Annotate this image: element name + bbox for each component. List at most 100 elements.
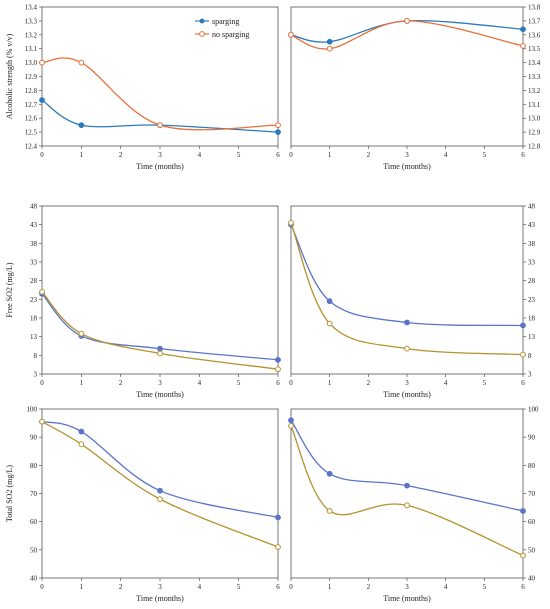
x-tick-label: 0 xyxy=(40,379,44,387)
data-point-no-sparging xyxy=(404,18,410,24)
series-line-sparging xyxy=(41,421,279,519)
y-tick-label: 12.9 xyxy=(25,73,38,81)
data-point-no-sparging xyxy=(326,45,333,52)
chart-panel-total-so2-right: 0 1 2 3 4 5 640 50 60 70 80 90 100 Time (months) xyxy=(288,406,539,603)
x-tick-label: 2 xyxy=(367,583,371,591)
y-tick-label: 13.1 xyxy=(528,101,541,109)
x-tick-label: 4 xyxy=(198,583,202,591)
y-tick-label: 12.8 xyxy=(528,143,541,151)
x-tick-label: 5 xyxy=(483,379,487,387)
legend-marker-sparging xyxy=(199,18,205,24)
y-tick-label: 13.1 xyxy=(25,45,38,53)
series-line-no-sparging xyxy=(41,291,279,370)
y-tick-label: 12.4 xyxy=(25,143,38,151)
y-tick-label: 13.3 xyxy=(25,17,38,25)
data-point-no-sparging xyxy=(404,345,410,352)
data-point-sparging xyxy=(404,482,410,489)
y-tick-label: 13.0 xyxy=(528,115,541,123)
y-tick-label: 38 xyxy=(528,240,536,248)
data-point-no-sparging xyxy=(157,122,163,129)
y-tick-label: 80 xyxy=(30,462,38,470)
data-point-sparging xyxy=(275,514,281,521)
x-axis-label: Time (months) xyxy=(136,390,184,399)
data-point-sparging xyxy=(326,470,333,477)
chart-panel-alcohol-right: 0 1 2 3 4 5 612.8 12.9 13.0 13.1 13.2 13.3 13.4 13.5 1… xyxy=(288,4,541,171)
y-tick-label: 13.2 xyxy=(528,87,541,95)
x-tick-label: 6 xyxy=(276,379,280,387)
x-tick-label: 0 xyxy=(289,379,293,387)
x-tick-label: 0 xyxy=(289,583,293,591)
x-axis-label: Time (months) xyxy=(136,162,184,171)
chart-panel-total-so2-left: 0 1 2 3 4 5 6 40 50 60 70 80 90 100 Time (months) Total… xyxy=(5,406,281,603)
x-tick-label: 0 xyxy=(40,583,44,591)
data-point-sparging xyxy=(39,97,45,104)
y-tick-label: 12.5 xyxy=(25,129,38,137)
x-tick-label: 5 xyxy=(483,151,487,159)
x-tick-label: 3 xyxy=(405,379,409,387)
x-tick-label: 4 xyxy=(198,151,202,159)
x-tick-label: 2 xyxy=(367,151,371,159)
data-point-no-sparging xyxy=(39,288,45,295)
chart-panel-alcohol-left: 0 1 2 3 4 5 6 12.4 12.5 12.6 12.7 12.8 12.9 13.0 13.1 1… xyxy=(5,4,281,171)
series-line-no-sparging xyxy=(290,222,524,356)
y-tick-label: 100 xyxy=(27,406,38,414)
data-point-sparging xyxy=(520,322,526,329)
x-tick-label: 5 xyxy=(483,583,487,591)
x-tick-label: 6 xyxy=(276,583,280,591)
y-tick-label: 12.9 xyxy=(528,129,541,137)
x-tick-label: 6 xyxy=(521,379,525,387)
data-point-sparging xyxy=(326,298,333,305)
x-axis-label: Time (months) xyxy=(383,390,431,399)
data-point-sparging xyxy=(404,319,410,326)
x-tick-label: 1 xyxy=(328,583,332,591)
legend-label-no-sparging: no sparging xyxy=(212,30,249,39)
data-point-no-sparging xyxy=(275,122,281,129)
y-axis-label: Alcoholic strength (% v/v) xyxy=(5,33,14,119)
data-point-no-sparging xyxy=(288,423,294,429)
x-tick-label: 4 xyxy=(444,379,448,387)
y-tick-label: 23 xyxy=(30,296,38,304)
y-tick-label: 50 xyxy=(528,546,536,554)
x-tick-label: 6 xyxy=(276,151,280,159)
data-point-sparging xyxy=(157,487,163,494)
series-line-sparging xyxy=(290,419,524,512)
y-tick-label: 23 xyxy=(528,296,536,304)
y-tick-label: 33 xyxy=(528,259,536,267)
data-point-no-sparging xyxy=(275,366,281,373)
x-tick-label: 2 xyxy=(367,379,371,387)
y-tick-label: 48 xyxy=(528,203,536,211)
y-tick-label: 13.2 xyxy=(25,31,38,39)
y-tick-label: 38 xyxy=(30,240,38,248)
data-point-sparging xyxy=(288,417,294,424)
series-line-sparging xyxy=(41,99,279,133)
x-axis-label: Time (months) xyxy=(136,594,184,603)
x-tick-label: 1 xyxy=(328,379,332,387)
x-tick-label: 3 xyxy=(158,583,162,591)
y-tick-label: 13.7 xyxy=(528,17,541,25)
data-point-no-sparging xyxy=(404,502,410,509)
x-tick-label: 5 xyxy=(237,583,241,591)
x-tick-label: 4 xyxy=(444,583,448,591)
data-point-no-sparging xyxy=(520,43,526,49)
y-tick-label: 3 xyxy=(528,371,532,379)
y-tick-label: 13.6 xyxy=(528,31,541,39)
data-point-sparging xyxy=(520,508,526,514)
data-point-no-sparging xyxy=(326,320,333,327)
x-tick-label: 6 xyxy=(521,583,525,591)
legend-label-sparging: sparging xyxy=(212,17,239,26)
x-tick-label: 0 xyxy=(289,151,293,159)
plot-frame xyxy=(290,6,524,147)
y-tick-label: 43 xyxy=(528,221,536,229)
y-tick-label: 13 xyxy=(30,333,38,341)
data-point-sparging xyxy=(78,122,85,129)
y-axis-label: Total SO2 (mg/L) xyxy=(5,465,14,523)
y-tick-label: 13.0 xyxy=(25,59,38,67)
x-tick-label: 3 xyxy=(405,583,409,591)
y-tick-label: 13.8 xyxy=(528,4,541,12)
y-tick-label: 70 xyxy=(528,490,536,498)
data-point-no-sparging xyxy=(78,330,85,337)
y-tick-label: 13 xyxy=(528,333,536,341)
x-tick-label: 2 xyxy=(119,583,123,591)
